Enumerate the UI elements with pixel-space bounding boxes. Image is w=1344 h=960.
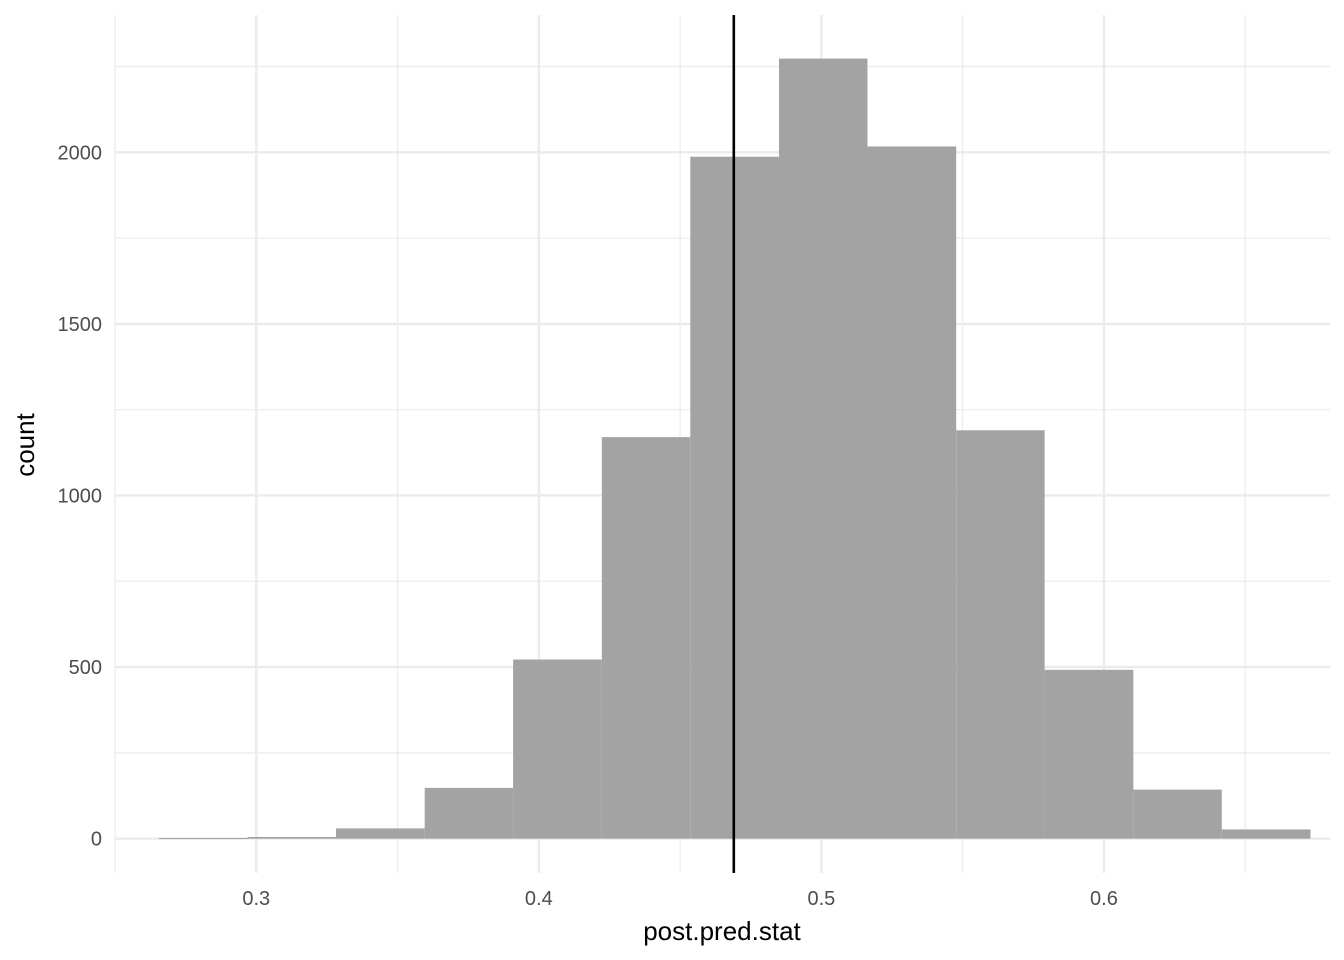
- y-tick-label: 1500: [58, 314, 103, 336]
- x-tick-label: 0.5: [807, 888, 835, 910]
- histogram-bar: [335, 828, 425, 839]
- x-tick-label: 0.6: [1090, 888, 1118, 910]
- histogram-bar: [779, 58, 868, 839]
- x-tick-label: 0.3: [242, 888, 270, 910]
- y-tick-label: 500: [69, 657, 102, 679]
- y-axis-tick-labels: 0 500 1000 1500 2000: [58, 142, 103, 850]
- histogram-bar: [867, 146, 957, 839]
- y-tick-label: 0: [91, 829, 102, 851]
- x-axis-tick-labels: 0.3 0.4 0.5 0.6: [242, 888, 1117, 910]
- x-tick-label: 0.4: [525, 888, 553, 910]
- histogram-bar: [158, 837, 248, 839]
- y-axis-title: count: [10, 412, 40, 476]
- y-tick-label: 1000: [58, 485, 103, 507]
- histogram-bar: [513, 659, 602, 839]
- x-axis-title: post.pred.stat: [643, 916, 801, 946]
- histogram-bar: [1044, 669, 1134, 839]
- histogram-bar: [956, 430, 1045, 839]
- histogram-bar: [1133, 789, 1222, 839]
- histogram-bar: [247, 836, 336, 839]
- histogram-bar: [1221, 829, 1311, 839]
- y-tick-label: 2000: [58, 142, 103, 164]
- histogram-bar: [424, 787, 514, 839]
- histogram-bar: [601, 437, 691, 839]
